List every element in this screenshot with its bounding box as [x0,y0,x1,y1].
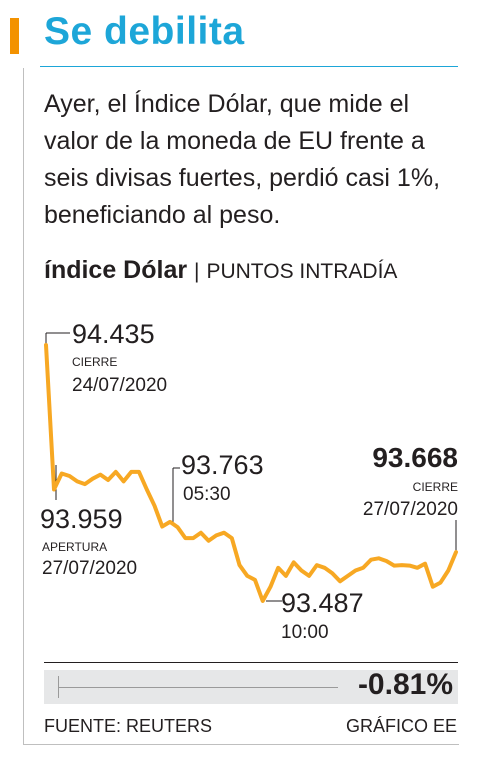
chart-title-main: índice Dólar [44,256,188,284]
page-title: Se debilita [44,10,245,53]
chart-subtitle: PUNTOS INTRADÍA [206,260,398,283]
series-line [44,343,458,603]
credit-text: GRÁFICO EE [345,716,457,736]
title-rule [40,66,458,67]
annotation-high-date: 24/07/2020 [72,375,167,396]
change-divider [44,662,458,663]
annotation-mid-value: 93.763 [181,450,264,480]
annotation-close-label: CIERRE [413,480,458,494]
annotation-low-value: 93.487 [281,588,364,618]
frame-left-rule [23,68,24,744]
change-axis-tick [58,676,59,698]
annotation-leaders [45,332,457,602]
annotation-open-date: 27/07/2020 [42,558,137,579]
annotation-mid-time: 05:30 [183,484,231,505]
annotation-close-value: 93.668 [372,442,458,473]
annotation-open-value: 93.959 [40,504,123,534]
annotation-low-time: 10:00 [281,622,329,643]
change-value: -0.81% [357,668,453,701]
title-accent-bar [10,18,19,54]
description-text: Ayer, el Índice Dólar, que mide el valor… [44,90,441,229]
annotation-high-label: CIERRE [72,355,117,369]
annotation-close-date: 27/07/2020 [363,499,458,520]
frame-bottom-rule [23,744,459,745]
source-text: FUENTE: REUTERS [44,716,213,736]
annotation-open-label: APERTURA [42,540,107,554]
chart-title: índice Dólar | PUNTOS INTRADÍA [44,256,397,285]
change-axis [58,687,338,688]
annotation-high-value: 94.435 [72,319,155,349]
chart-title-separator: | [194,260,200,283]
